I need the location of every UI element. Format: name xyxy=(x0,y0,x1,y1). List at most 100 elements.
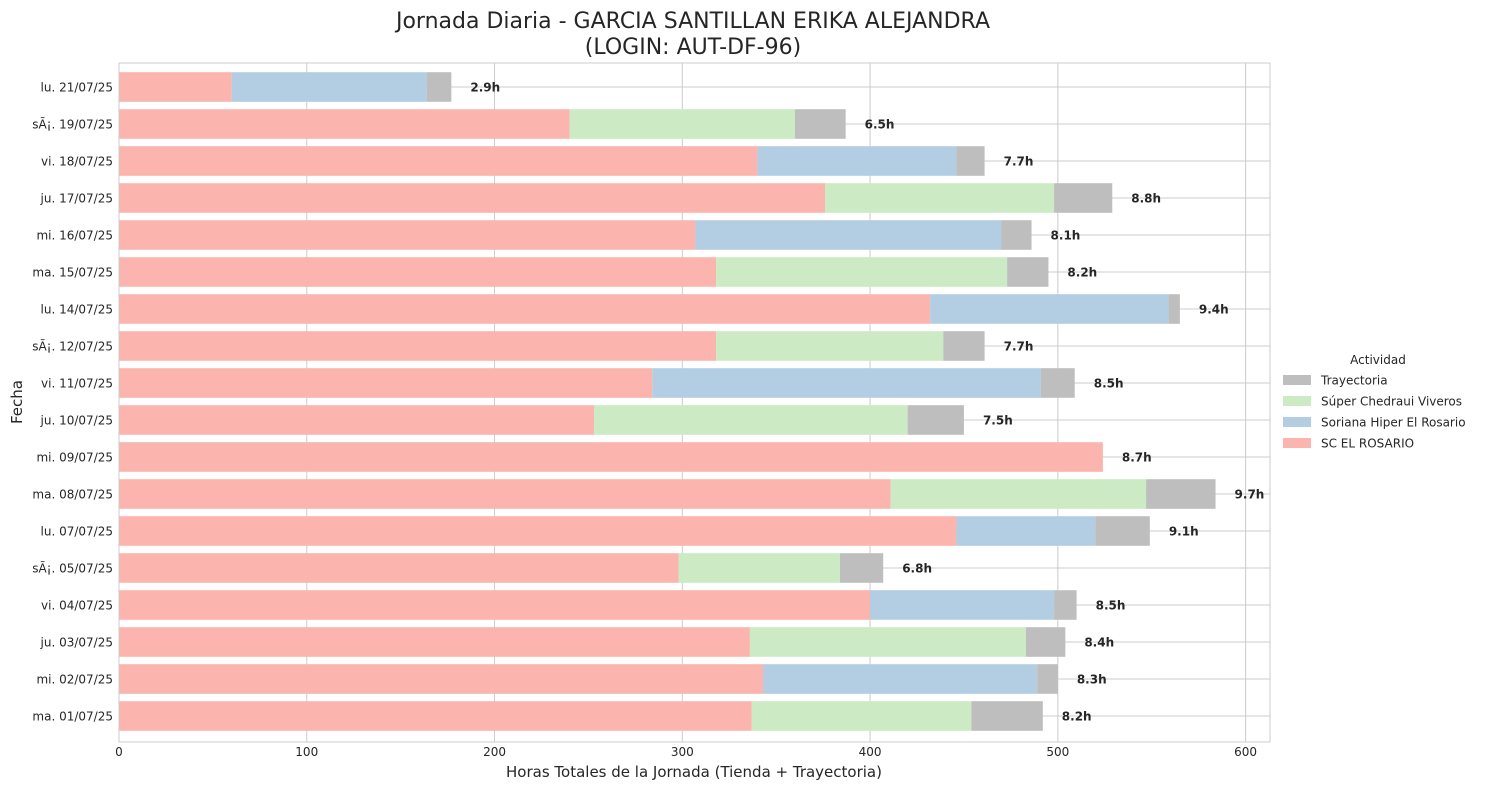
bar-segment xyxy=(119,294,931,324)
total-label: 6.5h xyxy=(865,118,895,132)
bar-segment xyxy=(119,72,232,102)
x-tick-label: 100 xyxy=(295,745,318,759)
y-tick-label: vi. 11/07/25 xyxy=(41,377,113,391)
total-label: 9.7h xyxy=(1235,488,1265,502)
y-tick-label: mi. 16/07/25 xyxy=(36,229,113,243)
total-label: 8.5h xyxy=(1094,377,1124,391)
y-tick-label: sÃ¡. 12/07/25 xyxy=(32,339,113,354)
bar-segment xyxy=(840,553,884,583)
bar-segment xyxy=(1007,257,1049,287)
bar-segment xyxy=(716,257,1008,287)
bar-segment xyxy=(956,516,1096,546)
bar-segment xyxy=(119,627,750,657)
x-tick-label: 500 xyxy=(1046,745,1069,759)
bar-segment xyxy=(751,701,972,731)
x-axis-label: Horas Totales de la Jornada (Tienda + Tr… xyxy=(506,763,882,781)
total-label: 8.3h xyxy=(1077,673,1107,687)
y-tick-label: ma. 08/07/25 xyxy=(32,488,113,502)
y-axis: lu. 21/07/25 sÃ¡. 19/07/25 vi. 18/07/25 ju.… xyxy=(32,81,113,724)
bar-segment xyxy=(930,294,1169,324)
bar-segment xyxy=(890,479,1147,509)
total-label: 9.4h xyxy=(1199,303,1229,317)
y-axis-label: Fecha xyxy=(8,380,26,424)
total-label: 2.9h xyxy=(470,81,500,95)
bar-segment xyxy=(763,664,1038,694)
bar-segment xyxy=(1054,590,1077,620)
legend-swatch xyxy=(1283,396,1311,406)
y-tick-label: mi. 02/07/25 xyxy=(36,673,113,687)
bar-segment xyxy=(119,516,957,546)
total-label: 8.4h xyxy=(1084,636,1114,650)
y-tick-label: lu. 21/07/25 xyxy=(41,81,113,95)
bar-segment xyxy=(1146,479,1216,509)
y-tick-label: vi. 18/07/25 xyxy=(41,155,113,169)
bar-segment xyxy=(757,146,957,176)
chart-subtitle: (LOGIN: AUT-DF-96) xyxy=(585,35,801,60)
y-tick-label: sÃ¡. 05/07/25 xyxy=(32,561,113,576)
y-tick-label: sÃ¡. 19/07/25 xyxy=(32,117,113,132)
bar-segment xyxy=(1037,664,1058,694)
bar-segment xyxy=(716,331,944,361)
bar-segment xyxy=(794,109,846,139)
bar-segment xyxy=(119,368,653,398)
y-tick-label: ju. 03/07/25 xyxy=(40,636,113,650)
bar-segment xyxy=(1054,183,1113,213)
bar-segment xyxy=(594,405,908,435)
bar-segment xyxy=(119,183,825,213)
legend-entry: Trayectoria xyxy=(1320,374,1388,388)
bar-segment xyxy=(907,405,964,435)
bar-segment xyxy=(119,220,696,250)
legend-entry: SC EL ROSARIO xyxy=(1321,437,1414,451)
legend-swatch xyxy=(1283,375,1311,385)
bar-segment xyxy=(119,442,1103,472)
x-tick-label: 0 xyxy=(115,745,123,759)
total-label: 8.1h xyxy=(1051,229,1081,243)
bar-segment xyxy=(749,627,1026,657)
bar-segment xyxy=(1095,516,1150,546)
legend: Actividad Trayectoria Súper Chedraui Vive… xyxy=(1283,353,1466,451)
bar-segment xyxy=(870,590,1055,620)
bar-segment xyxy=(119,331,717,361)
legend-title: Actividad xyxy=(1350,353,1406,367)
bar-segment xyxy=(426,72,452,102)
total-labels: 2.9h 6.5h 7.7h 8.8h 8.1h 8.2h 9.4h 7.7h 8.5h 7.5h… xyxy=(470,81,1264,724)
bar-segment xyxy=(678,553,841,583)
y-tick-label: ju. 17/07/25 xyxy=(40,192,113,206)
bar-segment xyxy=(971,701,1043,731)
x-axis: 0 100 200 300 400 500 600 xyxy=(115,745,1257,759)
x-tick-label: 400 xyxy=(859,745,882,759)
y-tick-label: ma. 01/07/25 xyxy=(32,710,113,724)
total-label: 8.5h xyxy=(1096,599,1126,613)
bar-segment xyxy=(119,553,679,583)
x-tick-label: 300 xyxy=(671,745,694,759)
bar-segment xyxy=(652,368,1041,398)
y-tick-label: ju. 10/07/25 xyxy=(40,414,113,428)
bar-segment xyxy=(231,72,427,102)
bar-segment xyxy=(956,146,985,176)
total-label: 8.7h xyxy=(1122,451,1152,465)
total-label: 7.7h xyxy=(1004,340,1034,354)
bar-segment xyxy=(1001,220,1032,250)
bar-segment xyxy=(119,590,871,620)
bar-segment xyxy=(119,479,891,509)
y-tick-label: mi. 09/07/25 xyxy=(36,451,113,465)
bar-segment xyxy=(119,257,717,287)
legend-swatch xyxy=(1283,438,1311,448)
bar-segment xyxy=(119,109,570,139)
total-label: 8.2h xyxy=(1067,266,1097,280)
x-tick-label: 200 xyxy=(483,745,506,759)
bar-segment xyxy=(119,405,595,435)
total-label: 7.5h xyxy=(983,414,1013,428)
bar-segment xyxy=(119,664,764,694)
chart-title: Jornada Diaria - GARCIA SANTILLAN ERIKA … xyxy=(394,9,990,34)
total-label: 8.2h xyxy=(1062,710,1092,724)
bars xyxy=(119,72,1216,731)
y-tick-label: lu. 07/07/25 xyxy=(41,525,113,539)
bar-segment xyxy=(943,331,985,361)
bar-segment xyxy=(119,146,758,176)
bar-segment xyxy=(1025,627,1066,657)
total-label: 8.8h xyxy=(1131,192,1161,206)
legend-swatch xyxy=(1283,417,1311,427)
